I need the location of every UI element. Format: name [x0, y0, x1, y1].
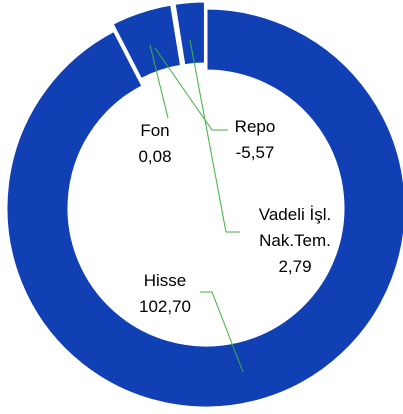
data-label: Repo -5,57: [210, 114, 300, 166]
data-label: Fon 0,08: [110, 118, 200, 170]
category-name: Vadeli İşl. Nak.Tem.: [258, 205, 332, 250]
value-label: 0,08: [138, 147, 172, 166]
category-name: Repo: [234, 117, 276, 136]
category-name: Hisse: [143, 271, 187, 290]
value-label: -5,57: [235, 143, 275, 162]
value-label: 2,79: [278, 257, 312, 276]
leader-line: [200, 291, 244, 373]
donut-slice: [172, 0, 207, 68]
leader-line: [154, 47, 228, 131]
leader-line: [149, 44, 169, 119]
donut-slice: [4, 6, 403, 410]
data-label: Vadeli İşl. Nak.Tem. 2,79: [235, 202, 355, 280]
leader-line: [189, 39, 240, 233]
category-name: Fon: [140, 121, 170, 140]
data-label: Hisse 102,70: [120, 268, 210, 320]
value-label: 102,70: [139, 297, 191, 316]
